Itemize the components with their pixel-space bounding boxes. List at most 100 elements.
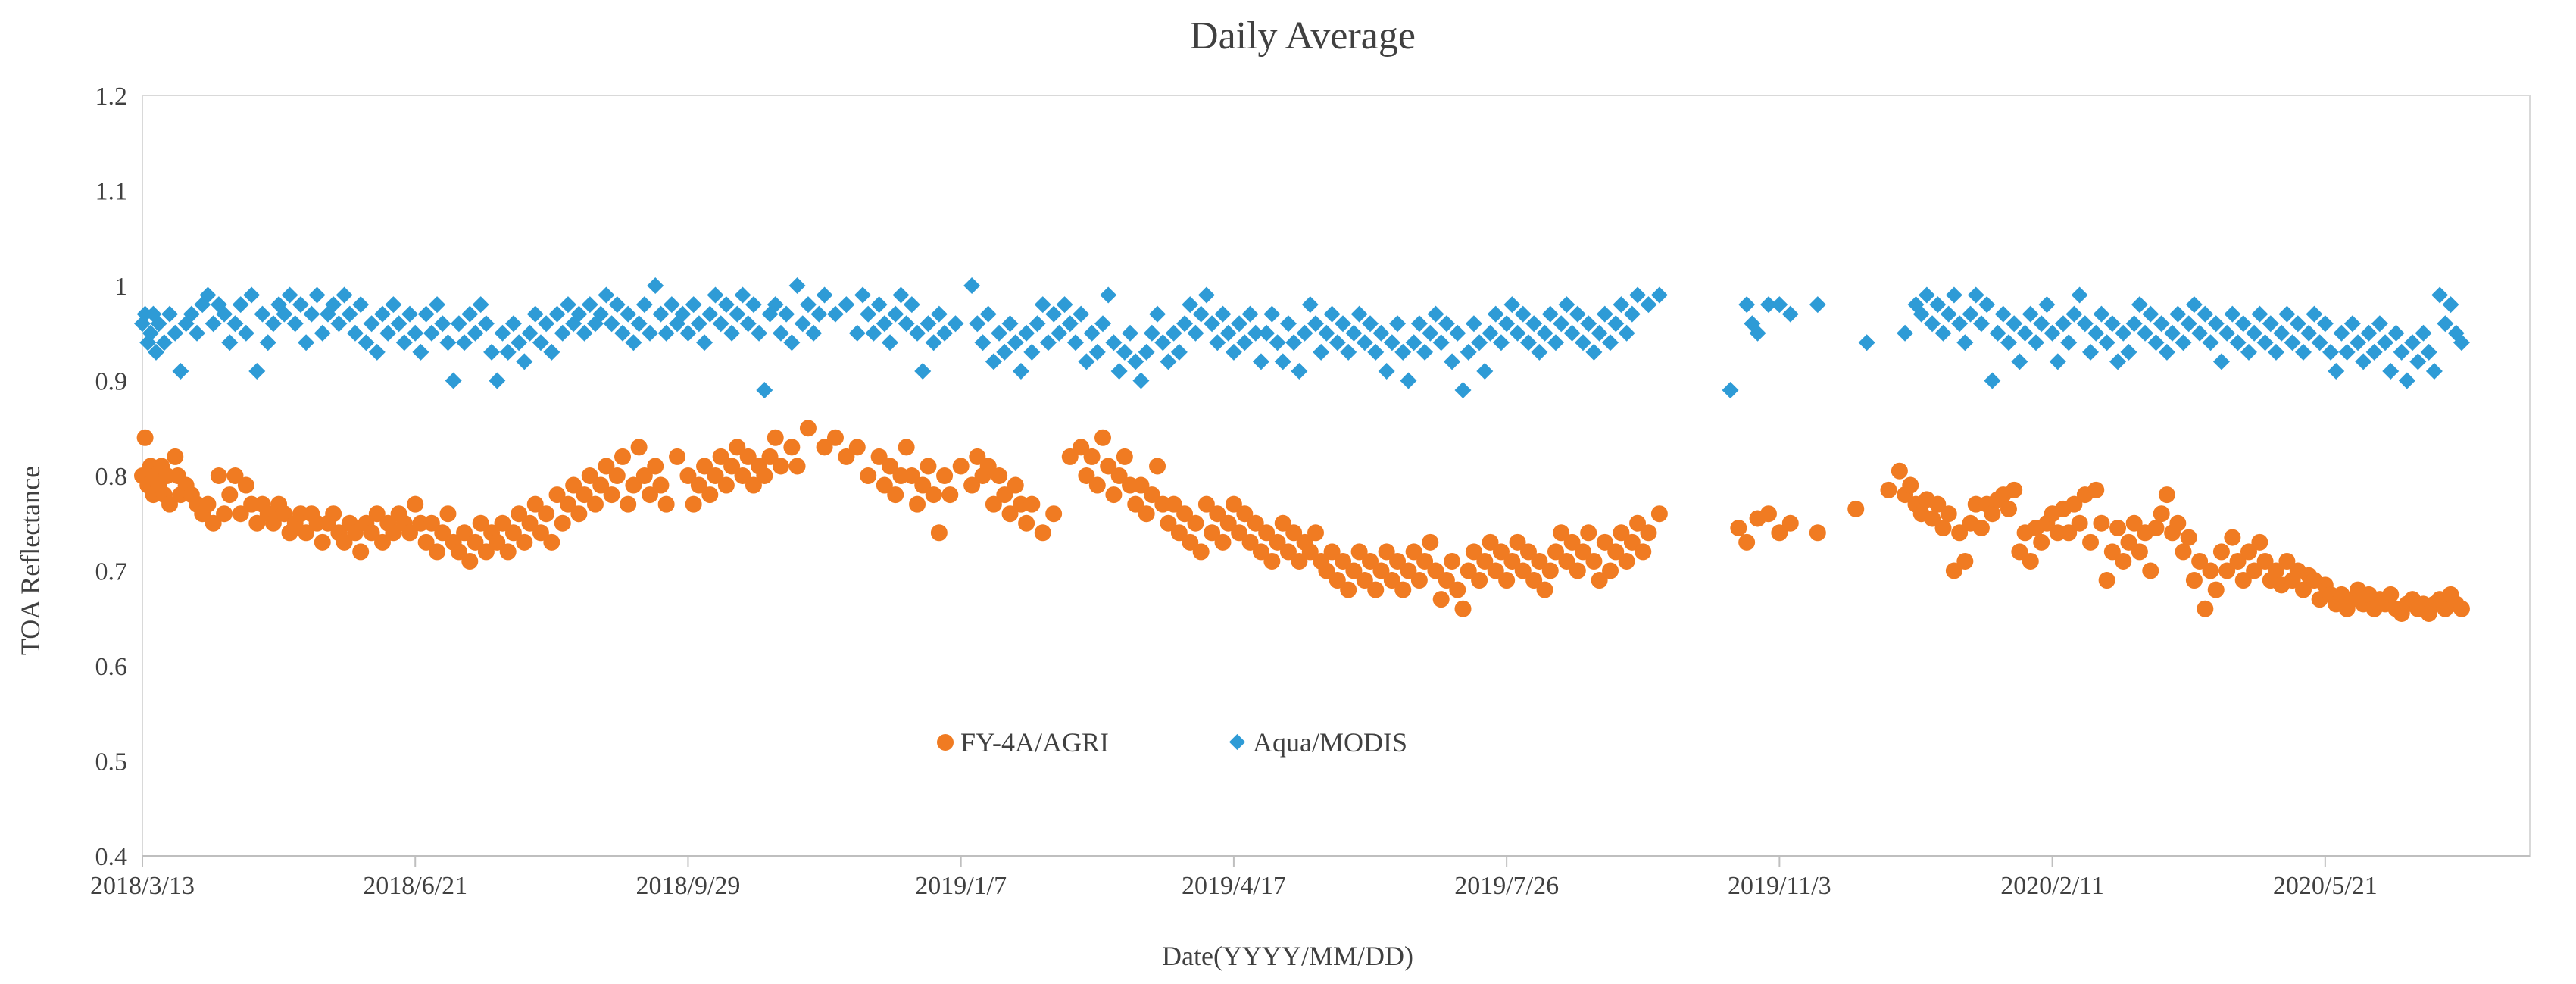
data-point	[363, 315, 380, 333]
x-tick-label: 2018/3/13	[90, 872, 195, 900]
data-point	[1978, 296, 1996, 314]
data-point	[2207, 581, 2225, 598]
data-point	[2049, 353, 2066, 370]
data-point	[1449, 324, 1466, 342]
data-point	[1623, 305, 1641, 323]
data-point	[1809, 524, 1826, 542]
data-point	[346, 324, 364, 342]
data-point	[592, 476, 610, 494]
data-point	[1902, 476, 1919, 494]
data-point	[870, 448, 888, 465]
data-point	[264, 514, 282, 532]
data-point	[2273, 324, 2290, 342]
data-point	[1236, 334, 1254, 351]
data-point	[237, 324, 254, 342]
data-point	[2131, 543, 2148, 561]
data-point	[2311, 334, 2328, 351]
data-point	[1553, 315, 1570, 333]
data-point	[1192, 305, 1210, 323]
y-tick-label: 0.4	[95, 843, 128, 871]
data-point	[2306, 305, 2323, 323]
data-point	[314, 324, 331, 342]
data-point	[1165, 324, 1182, 342]
data-point	[1553, 524, 1570, 542]
data-point	[1465, 543, 1482, 561]
data-point	[2197, 305, 2214, 323]
data-point	[226, 315, 244, 333]
data-point	[155, 334, 173, 351]
data-point	[581, 296, 598, 314]
data-point	[504, 315, 522, 333]
data-point	[2016, 324, 2034, 342]
data-point	[909, 324, 926, 342]
data-point	[477, 315, 495, 333]
data-point	[2338, 343, 2356, 361]
data-point	[630, 439, 648, 456]
data-point	[952, 458, 970, 475]
data-point	[2109, 520, 2127, 537]
data-point	[1525, 315, 1543, 333]
data-point	[1362, 552, 1379, 570]
data-point	[592, 305, 610, 323]
data-point	[2169, 514, 2187, 532]
data-point	[647, 458, 664, 475]
data-point	[395, 334, 413, 351]
data-point	[199, 495, 217, 513]
data-point	[559, 296, 576, 314]
data-point	[1912, 305, 1930, 323]
data-point	[1563, 324, 1581, 342]
data-point	[2180, 529, 2197, 546]
data-point	[887, 305, 904, 323]
data-point	[1972, 520, 1990, 537]
data-point	[2103, 543, 2121, 561]
data-point	[516, 353, 533, 370]
data-point	[914, 362, 932, 380]
data-point	[1143, 324, 1160, 342]
data-point	[2125, 315, 2143, 333]
data-point	[657, 495, 675, 513]
data-point	[788, 277, 806, 294]
data-point	[925, 486, 942, 504]
data-point	[1187, 324, 1204, 342]
data-point	[2044, 324, 2061, 342]
data-point	[1132, 372, 1150, 389]
data-point	[734, 467, 751, 484]
data-point	[1263, 305, 1281, 323]
data-point	[685, 296, 702, 314]
data-point	[969, 448, 986, 465]
data-point	[745, 476, 762, 494]
data-point	[1438, 315, 1455, 333]
data-point	[2224, 529, 2241, 546]
data-point	[1301, 543, 1319, 561]
data-point	[1313, 343, 1330, 361]
data-point	[199, 286, 217, 304]
data-point	[1269, 334, 1286, 351]
data-point	[1738, 296, 1756, 314]
data-point	[445, 372, 462, 389]
data-point	[2071, 286, 2088, 304]
data-point	[336, 286, 353, 304]
data-point	[559, 495, 576, 513]
data-point	[2147, 520, 2165, 537]
data-point	[2420, 343, 2437, 361]
data-point	[783, 334, 801, 351]
data-point	[429, 543, 446, 561]
data-point	[2109, 353, 2127, 370]
data-point	[401, 524, 419, 542]
data-point	[1934, 324, 1952, 342]
data-point	[1356, 334, 1373, 351]
data-point	[1918, 286, 1935, 304]
data-point	[216, 305, 233, 323]
data-point	[2137, 324, 2154, 342]
data-point	[352, 543, 370, 561]
data-point	[538, 505, 555, 523]
data-point	[1460, 343, 1477, 361]
data-point	[1252, 543, 1269, 561]
data-point	[1596, 305, 1613, 323]
data-point	[712, 315, 729, 333]
data-point	[298, 524, 315, 542]
data-point	[1236, 505, 1254, 523]
data-point	[2197, 600, 2214, 617]
data-point	[281, 286, 298, 304]
data-point	[2087, 481, 2105, 498]
